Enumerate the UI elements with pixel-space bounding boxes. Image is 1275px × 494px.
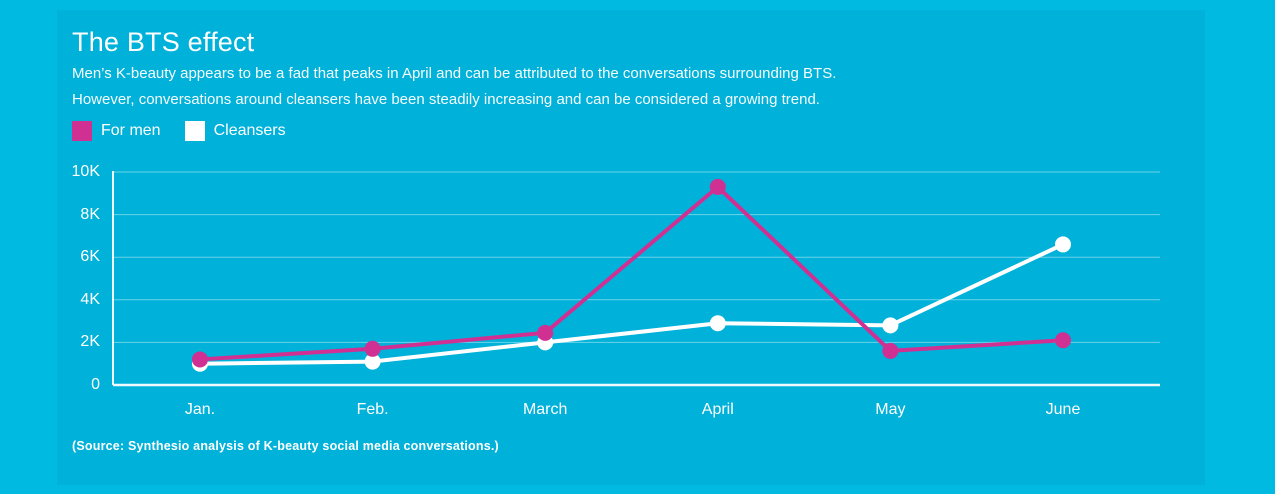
for-men-swatch-icon [72,121,92,141]
x-axis-label: June [1045,401,1081,418]
legend-item-cleansers: Cleansers [184,121,286,141]
y-axis-label: 0 [91,376,100,393]
y-axis-label: 10K [71,163,100,180]
y-axis-label: 4K [80,290,100,308]
y-axis-label: 6K [80,248,100,266]
subtitle-line-1: Men’s K-beauty appears to be a fad that … [72,65,837,82]
chart-legend: For men Cleansers [72,121,286,141]
x-axis-label: May [875,401,906,418]
source-note: (Source: Synthesio analysis of K-beauty … [72,439,499,453]
x-axis-label: Feb. [356,401,389,418]
chart-subtitle: Men’s K-beauty appears to be a fad that … [72,61,836,113]
subtitle-line-2: However, conversations around cleansers … [72,91,820,108]
x-axis-label: March [522,401,568,418]
legend-item-for-men: For men [72,121,161,141]
page-title: The BTS effect [72,27,255,57]
y-axis-label: 2K [80,333,100,351]
x-axis-label: April [701,401,734,418]
cleansers-swatch-icon [184,121,205,141]
legend-label: Cleansers [213,122,286,139]
legend-label: For men [101,122,161,139]
x-axis-label: Jan. [184,401,216,418]
y-axis-label: 8K [80,205,100,223]
